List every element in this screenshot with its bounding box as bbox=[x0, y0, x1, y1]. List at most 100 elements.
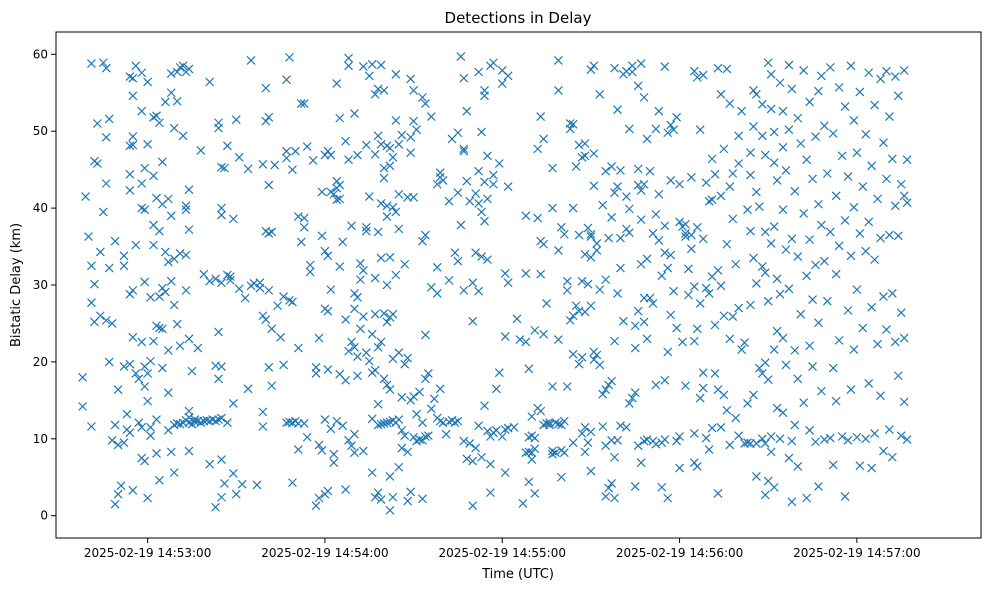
detection-point bbox=[323, 251, 333, 261]
detection-point bbox=[128, 91, 138, 101]
detection-point bbox=[778, 106, 788, 116]
detection-point bbox=[695, 125, 705, 135]
detection-point bbox=[477, 127, 486, 137]
detection-point bbox=[367, 329, 377, 339]
detection-point bbox=[899, 333, 909, 343]
detection-point bbox=[491, 384, 501, 394]
detection-point bbox=[666, 310, 676, 320]
detection-point bbox=[604, 380, 614, 390]
detection-point bbox=[725, 99, 735, 108]
detection-point bbox=[246, 56, 256, 65]
detection-point bbox=[320, 415, 330, 424]
detection-point bbox=[131, 240, 141, 250]
detection-point bbox=[184, 334, 194, 344]
detection-point bbox=[370, 309, 380, 319]
detection-point bbox=[166, 88, 176, 98]
detection-point bbox=[852, 432, 862, 442]
detection-point bbox=[128, 485, 138, 495]
detection-point bbox=[595, 89, 605, 99]
detection-point bbox=[719, 390, 729, 400]
detection-point bbox=[211, 274, 221, 284]
detection-point bbox=[326, 285, 336, 295]
x-tick-label: 2025-02-19 14:53:00 bbox=[84, 546, 211, 560]
detection-point bbox=[539, 239, 549, 249]
detection-point bbox=[391, 270, 401, 280]
detection-point bbox=[757, 434, 767, 444]
detection-point bbox=[598, 422, 608, 431]
detection-point bbox=[763, 58, 773, 68]
detection-point bbox=[751, 279, 761, 288]
detection-point bbox=[775, 434, 785, 444]
detection-point bbox=[645, 166, 655, 176]
detection-point bbox=[373, 131, 383, 141]
detection-point bbox=[394, 139, 404, 149]
detection-point bbox=[299, 418, 309, 428]
detection-point bbox=[500, 332, 510, 341]
detection-point bbox=[607, 212, 617, 222]
detection-point bbox=[772, 274, 782, 284]
detection-point bbox=[397, 425, 407, 435]
detection-point bbox=[95, 247, 105, 257]
detection-point bbox=[805, 425, 815, 435]
detection-point bbox=[870, 100, 880, 110]
detection-point bbox=[500, 269, 510, 278]
detection-point bbox=[610, 188, 619, 198]
detection-point bbox=[876, 233, 885, 243]
detection-point bbox=[586, 301, 596, 311]
detection-point bbox=[689, 458, 699, 468]
detection-point bbox=[707, 195, 717, 205]
detection-point bbox=[228, 399, 238, 408]
detection-point bbox=[285, 52, 294, 62]
detection-point bbox=[663, 493, 673, 503]
detection-point bbox=[630, 343, 640, 353]
detection-point bbox=[613, 289, 622, 298]
detection-point bbox=[225, 272, 235, 281]
detection-point bbox=[678, 337, 687, 347]
detection-point bbox=[178, 61, 188, 71]
detection-point bbox=[831, 396, 841, 406]
detection-point bbox=[503, 182, 513, 191]
detection-point bbox=[681, 232, 690, 241]
detection-point bbox=[406, 487, 416, 497]
detection-point bbox=[577, 276, 587, 286]
detection-point bbox=[119, 251, 129, 261]
detection-point bbox=[805, 341, 815, 351]
detection-point bbox=[267, 324, 277, 334]
detection-point bbox=[713, 63, 723, 73]
detection-point bbox=[553, 86, 563, 95]
detection-point bbox=[636, 59, 646, 68]
detection-point bbox=[403, 353, 413, 363]
detection-point bbox=[364, 71, 374, 81]
detection-point bbox=[137, 179, 147, 188]
detection-point bbox=[822, 169, 832, 178]
detection-point bbox=[305, 260, 315, 270]
marker-group bbox=[78, 52, 912, 515]
detection-point bbox=[580, 249, 590, 259]
detection-point bbox=[802, 493, 812, 503]
detection-point bbox=[568, 203, 578, 213]
detection-point bbox=[264, 112, 274, 122]
detection-point bbox=[689, 282, 699, 291]
detection-point bbox=[840, 492, 850, 501]
detection-point bbox=[98, 58, 108, 68]
detection-point bbox=[716, 422, 726, 432]
detection-point bbox=[734, 303, 744, 313]
detection-point bbox=[175, 341, 185, 351]
detection-point bbox=[370, 365, 380, 375]
detection-point bbox=[155, 118, 164, 128]
detection-point bbox=[350, 448, 359, 458]
x-tick-label: 2025-02-19 14:54:00 bbox=[261, 546, 388, 560]
detection-point bbox=[503, 278, 513, 288]
detection-point bbox=[264, 285, 274, 295]
detection-point bbox=[672, 436, 682, 446]
detection-point bbox=[474, 199, 484, 208]
detection-point bbox=[515, 335, 525, 345]
detection-point bbox=[524, 477, 534, 487]
detection-point bbox=[220, 478, 229, 488]
detection-point bbox=[290, 146, 300, 156]
detection-point bbox=[350, 109, 359, 118]
detection-point bbox=[784, 453, 794, 463]
detection-point bbox=[604, 483, 614, 493]
detection-point bbox=[314, 333, 324, 343]
detection-point bbox=[834, 82, 844, 92]
